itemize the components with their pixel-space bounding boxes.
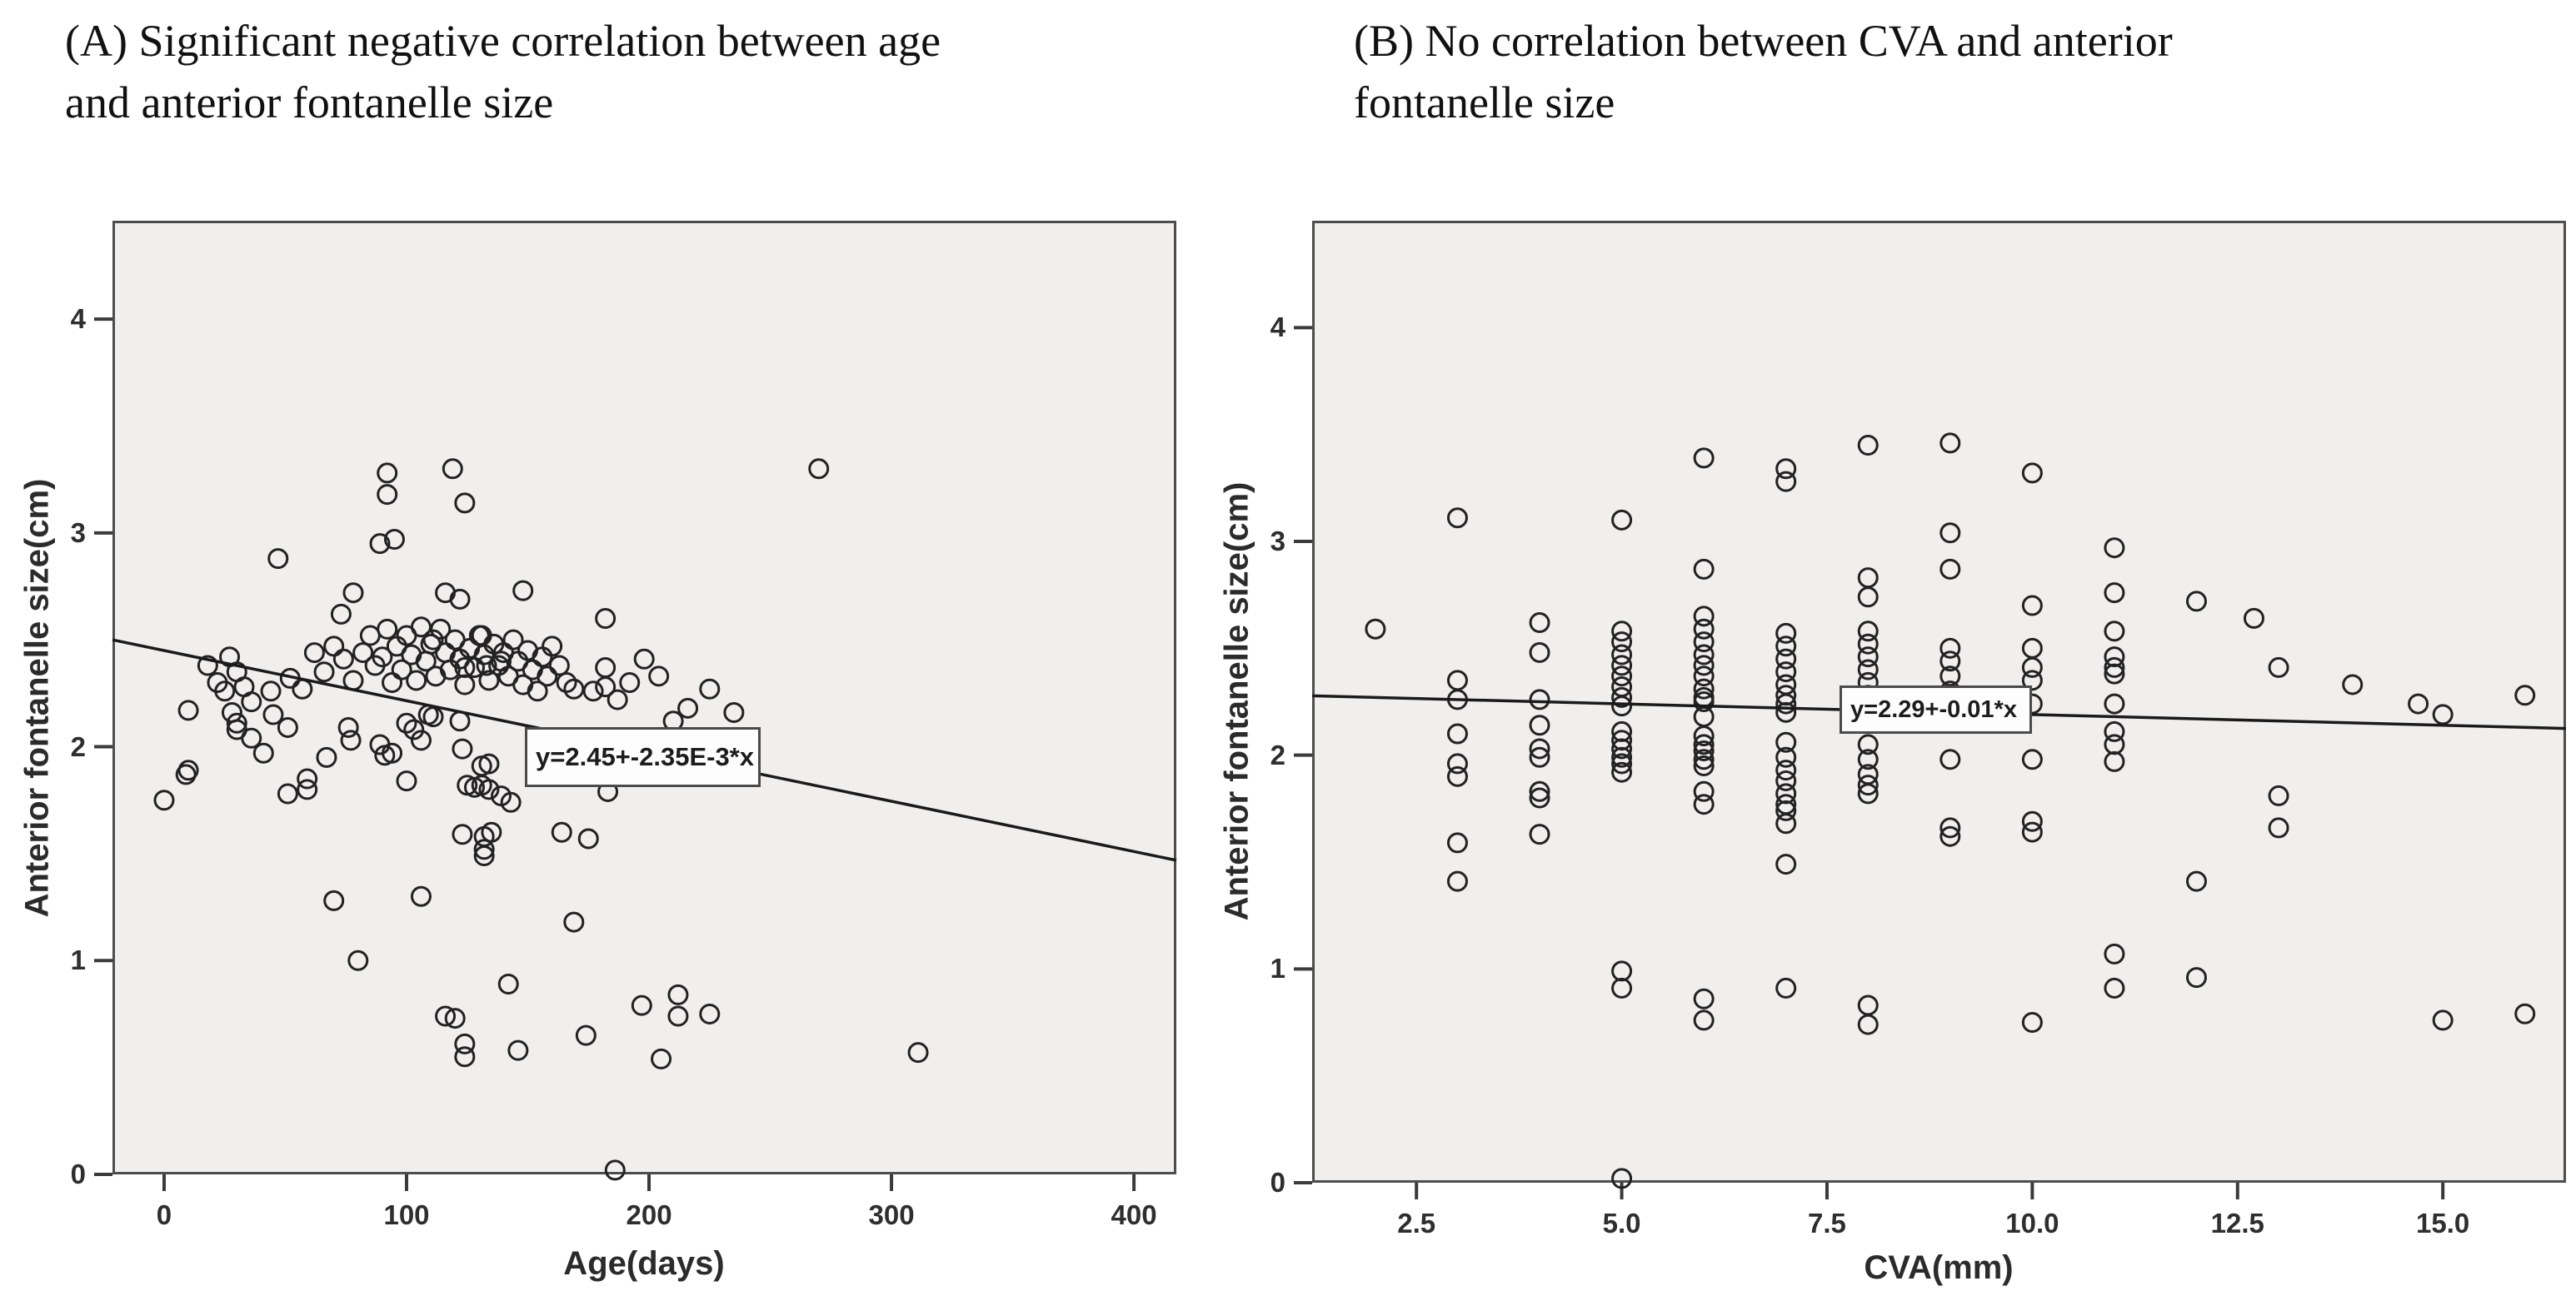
x-tick-label: 400 — [1111, 1199, 1157, 1230]
x-tick-label: 0 — [156, 1199, 172, 1230]
panel-b-yaxis-title: Anterior fontanelle size(cm) — [1218, 481, 1256, 921]
x-tick-label: 300 — [868, 1199, 915, 1230]
y-tick-label: 4 — [70, 303, 86, 335]
x-tick-label: 200 — [626, 1199, 672, 1230]
panel-a-yaxis-title: Anterior fontanelle size(cm) — [18, 478, 56, 918]
y-tick-label: 3 — [1270, 526, 1286, 556]
panel-a-title-line1: (A) Significant negative correlation bet… — [65, 16, 941, 66]
y-tick-label: 3 — [70, 516, 86, 548]
panel-b-xaxis-title: CVA(mm) — [1864, 1249, 2014, 1286]
x-tick-label: 10.0 — [2005, 1208, 2059, 1239]
x-tick-label: 12.5 — [2210, 1208, 2264, 1239]
y-tick-label: 4 — [1270, 312, 1286, 343]
x-tick-label: 5.0 — [1602, 1208, 1641, 1239]
x-tick-label: 7.5 — [1808, 1208, 1846, 1239]
x-tick-label: 100 — [383, 1199, 430, 1230]
y-tick-label: 0 — [1270, 1167, 1286, 1198]
panel-a-title-line2: and anterior fontanelle size — [65, 77, 554, 127]
panel-b-regression-label: y=2.29+-0.01*x — [1840, 685, 2032, 734]
y-tick-label: 2 — [70, 730, 86, 762]
plot-area-a — [112, 221, 1176, 1174]
y-tick-label: 1 — [1270, 953, 1286, 984]
panel-a-regression-label: y=2.45+-2.35E-3*x — [525, 727, 761, 787]
panel-b-title-line1: (B) No correlation between CVA and anter… — [1354, 16, 2173, 66]
y-tick-label: 2 — [1270, 739, 1286, 770]
panel-a-xaxis-title: Age(days) — [563, 1245, 725, 1282]
x-tick-label: 15.0 — [2416, 1208, 2470, 1239]
panel-b-title-line2: fontanelle size — [1354, 77, 1615, 127]
x-tick-label: 2.5 — [1397, 1208, 1436, 1239]
y-tick-label: 0 — [70, 1159, 86, 1189]
y-tick-label: 1 — [70, 945, 86, 976]
